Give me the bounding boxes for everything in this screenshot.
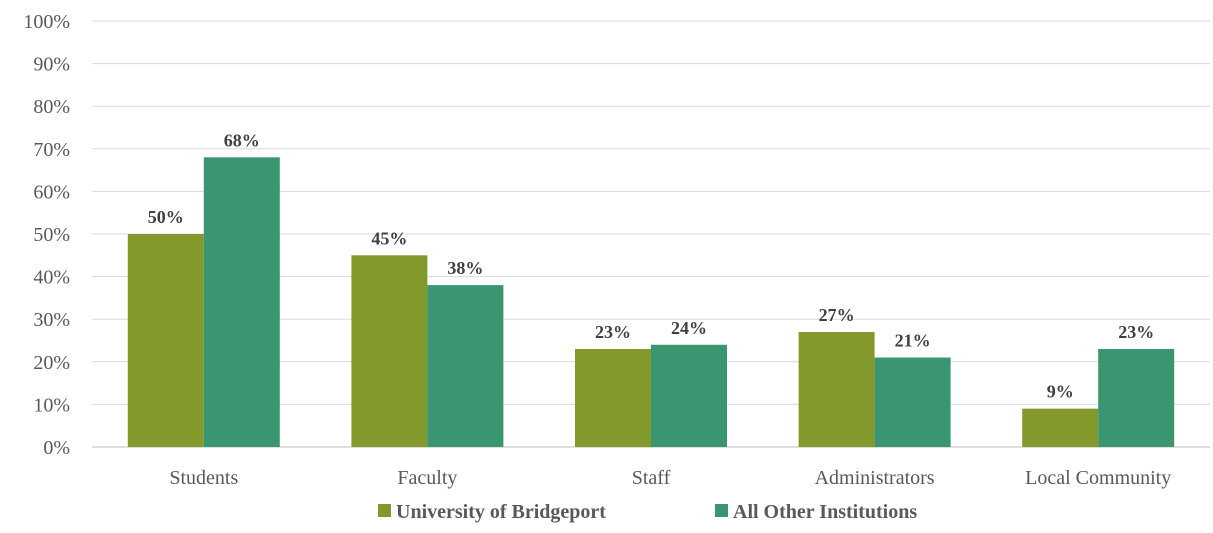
data-label: 50% bbox=[148, 207, 184, 227]
y-tick-label: 10% bbox=[33, 394, 70, 416]
bar-university-of-bridgeport bbox=[798, 331, 875, 447]
legend-swatch bbox=[378, 504, 391, 517]
data-labels: 50% 68% 45% 38% 23% 24% 27% 21% 9% 23% bbox=[148, 130, 1154, 401]
legend-item-university-of-bridgeport: University of Bridgeport bbox=[378, 501, 606, 523]
bar-all-other-institutions bbox=[203, 157, 280, 447]
bar-university-of-bridgeport bbox=[127, 234, 204, 447]
bar-all-other-institutions bbox=[874, 357, 951, 447]
y-tick-label: 0% bbox=[43, 437, 70, 459]
x-axis-category-labels: Students Faculty Staff Administrators Local … bbox=[169, 467, 1171, 489]
bar-university-of-bridgeport bbox=[351, 255, 428, 447]
y-tick-label: 50% bbox=[33, 224, 70, 246]
y-tick-label: 60% bbox=[33, 181, 70, 203]
data-label: 27% bbox=[819, 305, 855, 325]
x-category-label: Faculty bbox=[397, 467, 457, 489]
legend-label: University of Bridgeport bbox=[396, 501, 606, 523]
y-tick-label: 30% bbox=[33, 309, 70, 331]
x-category-label: Administrators bbox=[815, 467, 935, 489]
y-tick-label: 40% bbox=[33, 267, 70, 289]
data-label: 68% bbox=[224, 130, 260, 150]
bars bbox=[127, 157, 1175, 447]
bar-all-other-institutions bbox=[651, 344, 727, 447]
y-tick-label: 100% bbox=[23, 11, 70, 33]
x-category-label: Staff bbox=[632, 467, 671, 489]
legend-swatch bbox=[715, 504, 728, 517]
data-label: 23% bbox=[595, 322, 631, 342]
x-category-label: Local Community bbox=[1025, 467, 1171, 489]
y-tick-label: 90% bbox=[33, 54, 70, 76]
bar-all-other-institutions bbox=[1098, 349, 1175, 447]
y-axis-tick-labels: 0% 10% 20% 30% 40% 50% 60% 70% 80% 90% 100% bbox=[23, 11, 70, 459]
bar-all-other-institutions bbox=[427, 285, 504, 447]
y-tick-label: 80% bbox=[33, 96, 70, 118]
data-label: 9% bbox=[1047, 382, 1074, 402]
legend-item-all-other-institutions: All Other Institutions bbox=[715, 501, 917, 523]
legend: University of Bridgeport All Other Instit… bbox=[378, 501, 917, 523]
data-label: 38% bbox=[447, 258, 483, 278]
data-label: 23% bbox=[1118, 322, 1154, 342]
y-tick-label: 20% bbox=[33, 352, 70, 374]
bar-university-of-bridgeport bbox=[1022, 408, 1099, 447]
data-label: 45% bbox=[371, 228, 407, 248]
x-category-label: Students bbox=[169, 467, 238, 489]
legend-label: All Other Institutions bbox=[733, 501, 917, 523]
data-label: 24% bbox=[671, 318, 707, 338]
bar-university-of-bridgeport bbox=[575, 349, 651, 447]
data-label: 21% bbox=[895, 331, 931, 351]
y-tick-label: 70% bbox=[33, 139, 70, 161]
